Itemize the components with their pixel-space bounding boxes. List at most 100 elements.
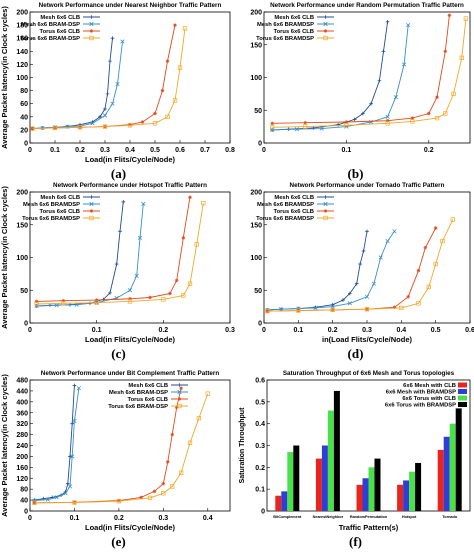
point-marker bbox=[392, 305, 397, 310]
point-marker bbox=[70, 454, 75, 459]
bar bbox=[397, 484, 404, 511]
x-tick-label: 0.3 bbox=[225, 327, 235, 334]
y-tick-label: 0.6 bbox=[255, 378, 265, 385]
y-tick-label: 50 bbox=[20, 288, 28, 295]
x-tick-label: 0 bbox=[262, 327, 266, 334]
y-tick-label: 50 bbox=[254, 288, 262, 295]
point-marker bbox=[127, 288, 133, 293]
x-category-label: BitComplement bbox=[273, 515, 302, 519]
point-marker bbox=[174, 278, 179, 283]
point-marker bbox=[270, 125, 275, 130]
point-marker bbox=[188, 195, 192, 200]
point-marker bbox=[341, 298, 345, 302]
point-marker bbox=[165, 460, 170, 464]
bar bbox=[415, 462, 422, 511]
point-marker bbox=[313, 305, 318, 310]
y-tick-label: 0 bbox=[258, 321, 262, 328]
y-tick-label: 0.2 bbox=[255, 465, 265, 472]
point-marker bbox=[443, 49, 448, 54]
x-tick-label: 0.1 bbox=[293, 327, 303, 334]
point-marker bbox=[352, 117, 357, 122]
y-tick-label: 60 bbox=[20, 101, 28, 108]
point-marker bbox=[161, 297, 166, 302]
bar bbox=[315, 458, 322, 511]
y-tick-label: 240 bbox=[16, 443, 28, 450]
bar bbox=[409, 471, 416, 511]
point-marker bbox=[134, 273, 139, 278]
point-marker bbox=[34, 301, 39, 307]
point-marker bbox=[52, 125, 58, 131]
caption-e: (e) bbox=[111, 534, 126, 549]
point-marker bbox=[323, 195, 328, 199]
point-marker bbox=[354, 281, 359, 286]
point-marker bbox=[385, 114, 390, 119]
series-0 bbox=[265, 229, 369, 312]
y-tick-label: 0 bbox=[24, 321, 28, 328]
x-axis-label: Load(in Flits/Cycle/Node) bbox=[85, 155, 176, 164]
point-marker bbox=[108, 291, 112, 295]
legend-swatch bbox=[458, 402, 467, 407]
series-3 bbox=[265, 217, 455, 314]
point-marker bbox=[137, 235, 143, 240]
point-marker bbox=[423, 245, 428, 250]
y-tick-label: 40 bbox=[20, 114, 28, 121]
point-marker bbox=[54, 495, 59, 500]
point-marker bbox=[385, 121, 390, 126]
y-tick-label: 180 bbox=[16, 23, 28, 30]
point-marker bbox=[178, 470, 184, 475]
bar bbox=[455, 408, 462, 511]
legend-swatch bbox=[458, 382, 467, 388]
bar-chart-saturation-throughput: Saturation Throughput of 6x6 Mesh and To… bbox=[239, 370, 471, 532]
point-marker bbox=[303, 120, 307, 125]
point-marker bbox=[187, 440, 193, 445]
y-tick-label: 400 bbox=[16, 399, 28, 406]
point-marker bbox=[120, 39, 125, 44]
caption-d: (d) bbox=[347, 346, 364, 361]
point-marker bbox=[319, 126, 324, 131]
point-marker bbox=[165, 59, 170, 63]
point-marker bbox=[406, 23, 411, 28]
series-0 bbox=[30, 36, 115, 131]
legend-label: Torus 6x6 BRAMDSP bbox=[256, 36, 314, 42]
series-1 bbox=[265, 229, 397, 312]
point-marker bbox=[406, 295, 410, 299]
point-marker bbox=[196, 416, 202, 421]
point-marker bbox=[174, 405, 179, 410]
point-marker bbox=[161, 491, 166, 496]
point-marker bbox=[416, 301, 421, 306]
line-chart-nearest-neighbor: Network Performance under Nearest Neighb… bbox=[0, 2, 235, 164]
x-category-label: RandomPermutation bbox=[350, 515, 388, 519]
point-marker bbox=[344, 120, 349, 124]
x-tick-label: 0.2 bbox=[114, 515, 124, 522]
x-tick-label: 0.4 bbox=[396, 327, 406, 334]
line-chart-tornado: Network Performance under Tornado Traffi… bbox=[250, 182, 474, 344]
point-marker bbox=[303, 124, 308, 129]
point-marker bbox=[139, 495, 143, 500]
point-marker bbox=[201, 200, 206, 206]
point-marker bbox=[118, 229, 122, 234]
y-tick-label: 0.1 bbox=[255, 487, 265, 494]
bar bbox=[293, 445, 300, 511]
point-marker bbox=[140, 120, 145, 124]
y-tick-label: 150 bbox=[16, 222, 28, 229]
y-tick-label: 20 bbox=[20, 127, 28, 134]
point-marker bbox=[344, 123, 349, 128]
point-marker bbox=[426, 284, 431, 290]
point-marker bbox=[364, 307, 370, 312]
point-marker bbox=[110, 36, 115, 40]
y-tick-label: 200 bbox=[250, 10, 262, 17]
y-tick-label: 0.3 bbox=[255, 443, 265, 450]
caption-f: (f) bbox=[349, 534, 362, 549]
bar bbox=[333, 390, 340, 511]
point-marker bbox=[89, 215, 94, 221]
series-line bbox=[36, 203, 204, 305]
bar bbox=[403, 480, 410, 511]
point-marker bbox=[279, 307, 284, 312]
legend-label: Torus 6x6 BRAMDSP bbox=[22, 216, 80, 222]
x-tick-label: 0.2 bbox=[158, 327, 168, 334]
series-2 bbox=[265, 226, 438, 314]
series-1 bbox=[270, 23, 411, 132]
point-marker bbox=[127, 299, 133, 304]
point-marker bbox=[68, 454, 72, 459]
